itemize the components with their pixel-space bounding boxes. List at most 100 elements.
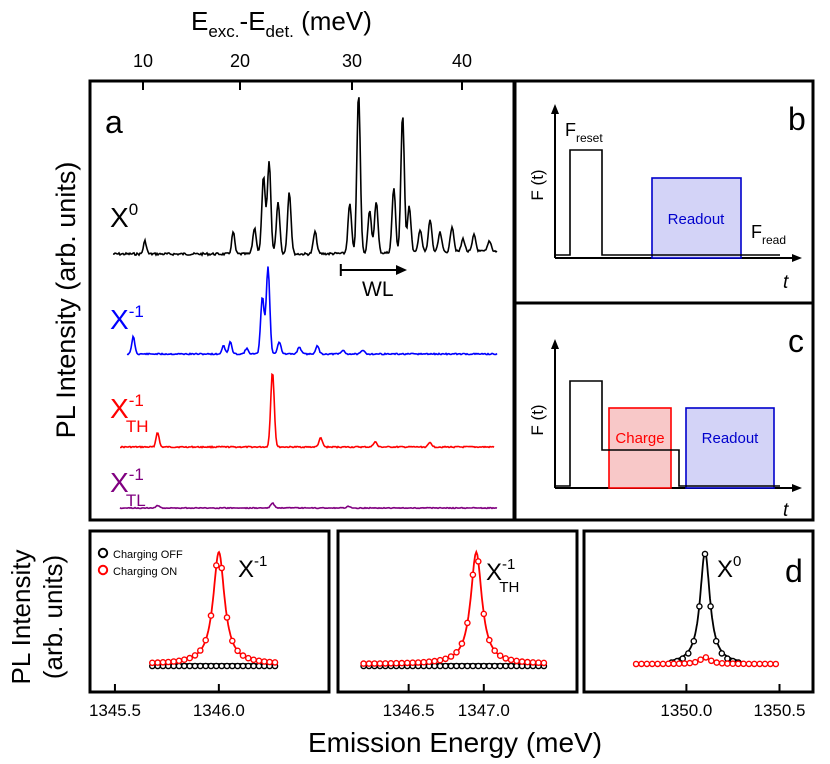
panel-d-point-on — [491, 647, 499, 655]
panel-d-peak-label: X-1 TH — [486, 556, 519, 596]
panel-d-point-on — [212, 562, 220, 569]
panel-d-ylabel-line1: PL Intensity — [6, 550, 36, 685]
panel-d-point-off — [202, 662, 209, 670]
panel-d-ylabel-line2: (arb. units) — [38, 555, 68, 679]
panel-d-point-on — [464, 619, 471, 627]
panel-d-point-on — [398, 659, 406, 667]
wl-arrowhead — [396, 265, 407, 275]
panel-d-point-off — [464, 662, 471, 670]
panel-d-point-off — [469, 662, 477, 670]
panel-b-y-arrowhead — [551, 104, 559, 114]
panel-d-subplot-frame — [88, 529, 331, 694]
panel-d-point-on — [513, 657, 520, 665]
panel-c-pulse — [556, 380, 780, 487]
panel-d-point-off — [436, 662, 444, 670]
panel-d-point-off — [196, 662, 204, 670]
panel-d-point-on — [702, 654, 710, 661]
panel-c-xlabel: t — [783, 500, 789, 521]
panel-d-point-off — [707, 603, 714, 610]
panel-c-charge-label: Charge — [615, 430, 664, 447]
panel-d-point-off — [447, 662, 455, 670]
panel-d-point-on — [529, 659, 537, 666]
panel-d-fit-on — [363, 549, 544, 665]
panel-d-point-on — [186, 654, 193, 662]
panel-d-point-on — [250, 656, 257, 664]
panel-d-point-off — [186, 662, 193, 670]
panel-d-point-on — [697, 656, 704, 664]
panel-d-point-on — [409, 659, 417, 667]
legend-on-marker — [97, 564, 109, 576]
trace-2 — [120, 372, 495, 449]
panel-d-point-on — [686, 659, 694, 667]
panel-d-point-on — [654, 660, 661, 668]
panel-d-point-on — [382, 660, 389, 667]
panel-d-point-on — [392, 659, 400, 667]
panel-d-point-on — [218, 564, 225, 572]
panel-d-point-on — [485, 636, 493, 644]
panel-d-point-on — [708, 657, 715, 665]
panel-a-trace-labels: X0 X-1 X-1 TH X-1 TL — [110, 200, 148, 510]
panel-d-point-on — [431, 657, 438, 665]
top-axis-label: Eexc.-Edet. (meV) — [191, 6, 372, 41]
trace-label-2: X-1 TH — [110, 391, 148, 436]
legend-on-label: Charging ON — [113, 566, 177, 578]
top-tick-label: 20 — [230, 51, 250, 71]
panel-d-point-on — [643, 660, 651, 668]
top-axis-ticks: 10 20 30 40 — [133, 51, 472, 90]
panel-d-point-on — [148, 659, 156, 667]
trace-label-1: X-1 — [110, 302, 144, 335]
panel-d-point-on — [234, 647, 241, 655]
panel-d-subplot-frame — [336, 529, 579, 694]
panel-d-point-on — [202, 636, 209, 644]
panel-d-point-on — [447, 653, 455, 660]
panel-d-point-off — [718, 650, 726, 657]
top-tick-label: 10 — [133, 51, 153, 71]
panel-d-point-on — [745, 660, 753, 668]
panel-d-point-on — [713, 659, 721, 666]
panel-d-point-on — [244, 654, 252, 662]
panel-d-point-on — [255, 657, 263, 665]
panel-d-point-on — [718, 660, 726, 667]
panel-b-letter: b — [788, 101, 806, 137]
panel-d-point-on — [425, 658, 433, 666]
panel-d-subplot-0: 1345.5 1346.0 X-1 — [88, 529, 331, 720]
wl-label: WL — [362, 278, 394, 301]
panel-d-point-on — [159, 659, 167, 666]
panel-d-point-on — [659, 660, 667, 668]
panel-d-point-off — [175, 662, 183, 670]
panel-d-point-off — [696, 603, 703, 610]
panel-d-point-off — [496, 662, 504, 670]
panel-d-tick-label: 1346.5 — [383, 701, 435, 720]
panel-d-point-on — [767, 660, 774, 668]
panel-d-point-on — [175, 657, 183, 665]
panel-d-point-on — [170, 658, 177, 665]
panel-d-point-on — [518, 658, 526, 665]
panel-d-point-off — [250, 662, 257, 670]
panel-d-subplot-2: 1350.0 1350.5 X0 — [582, 529, 815, 720]
panel-d-point-off — [507, 662, 515, 670]
panel-d-tick-label: 1350.0 — [660, 701, 712, 720]
trace-3 — [119, 501, 498, 510]
panel-d-subplot-1: 1346.5 1347.0 X-1 TH — [336, 529, 579, 720]
panel-d-point-on — [638, 660, 645, 668]
panel-d-point-off — [480, 662, 488, 670]
panel-d-point-on — [734, 660, 742, 668]
panel-d-tick-label: 1345.5 — [89, 701, 141, 720]
panel-d-point-on — [507, 656, 515, 664]
panel-d-point-on — [540, 659, 548, 667]
panel-d-point-on — [691, 658, 699, 666]
panel-d-point-off — [239, 662, 247, 670]
panel-d-point-on — [480, 610, 488, 618]
panel-d-point-on — [535, 659, 542, 667]
panel-d-point-off — [474, 662, 482, 670]
panel-d-peak-label: X0 — [717, 553, 741, 583]
panel-d-point-on — [260, 658, 268, 665]
trace-label-0: X0 — [110, 200, 138, 233]
panel-b-readout-box — [651, 177, 742, 259]
panel-d-point-on — [632, 660, 640, 668]
panel-d-point-on — [180, 656, 188, 664]
panel-d-point-on — [436, 656, 444, 664]
panel-d-point-on — [524, 658, 531, 666]
panel-c-frame — [513, 301, 815, 522]
